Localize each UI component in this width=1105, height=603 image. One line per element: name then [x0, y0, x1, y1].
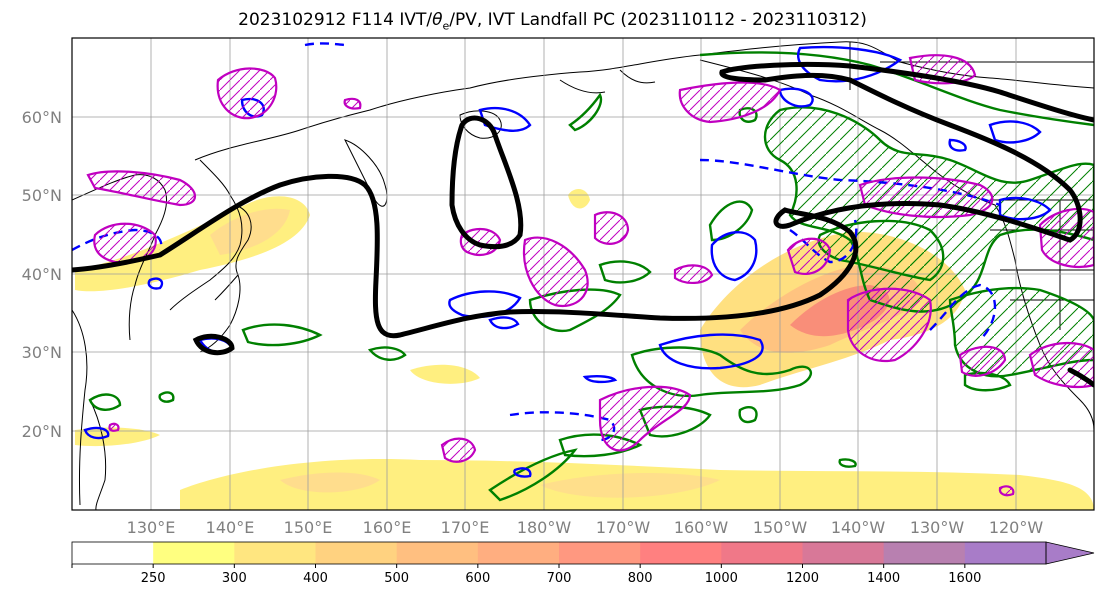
lon-tick-label: 140°E: [206, 518, 255, 537]
colorbar-swatch: [964, 542, 1047, 564]
colorbar-tick-label: 600: [465, 571, 490, 586]
colorbar-swatch: [802, 542, 885, 564]
colorbar-tick-label: 1200: [786, 571, 819, 586]
pv-hatched-contours: [86, 54, 1094, 497]
ivt-landfall-pc-contour: [72, 61, 1094, 388]
colorbar-tick-label: 500: [384, 571, 409, 586]
lat-tick-label: 50°N: [22, 186, 62, 205]
lat-tick-label: 40°N: [22, 265, 62, 284]
lat-tick-label: 60°N: [22, 108, 62, 127]
colorbar-swatch: [477, 542, 560, 564]
map-title: 2023102912 F114 IVT/θe/PV, IVT Landfall …: [238, 10, 867, 33]
colorbar-tick-label: 1600: [948, 571, 981, 586]
lon-tick-label: 130°W: [910, 518, 965, 537]
colorbar-swatch: [640, 542, 722, 564]
colorbar-swatch: [396, 542, 479, 564]
colorbar-swatch: [559, 542, 641, 564]
colorbar-tick-label: 1400: [867, 571, 900, 586]
lon-tick-label: 120°W: [989, 518, 1044, 537]
colorbar-tick-label: 700: [547, 571, 572, 586]
colorbar-tick-label: 800: [628, 571, 653, 586]
lon-tick-label: 180°W: [517, 518, 572, 537]
lon-tick-label: 170°W: [596, 518, 651, 537]
colorbar-tick-label: 1000: [705, 571, 738, 586]
lat-tick-label: 30°N: [22, 343, 62, 362]
colorbar-swatch: [153, 542, 235, 564]
colorbar-tick-label: 400: [303, 571, 328, 586]
colorbar-extend-arrow: [1045, 541, 1095, 565]
colorbar: 250 300 400 500 600 700 800 1000 1200 1400 1600: [71, 541, 1095, 586]
lat-tick-labels: 60°N 50°N 40°N 30°N 20°N: [22, 108, 62, 441]
colorbar-tick-label: 300: [222, 571, 247, 586]
lon-tick-label: 150°E: [284, 518, 333, 537]
lon-tick-labels: 130°E 140°E 150°E 160°E 170°E 180°W 170°…: [127, 518, 1044, 537]
colorbar-swatch: [234, 542, 316, 564]
lon-tick-label: 170°E: [441, 518, 490, 537]
lon-tick-label: 130°E: [127, 518, 176, 537]
colorbar-swatch: [72, 542, 154, 564]
colorbar-swatch: [315, 542, 398, 564]
lon-tick-label: 140°W: [831, 518, 886, 537]
lon-tick-label: 150°W: [753, 518, 808, 537]
lat-tick-label: 20°N: [22, 422, 62, 441]
map-frame: [71, 37, 1095, 511]
colorbar-tick-label: 250: [141, 571, 166, 586]
colorbar-swatch: [721, 542, 803, 564]
colorbar-swatch: [883, 542, 966, 564]
lon-tick-label: 160°E: [363, 518, 412, 537]
lon-tick-label: 160°W: [674, 518, 729, 537]
